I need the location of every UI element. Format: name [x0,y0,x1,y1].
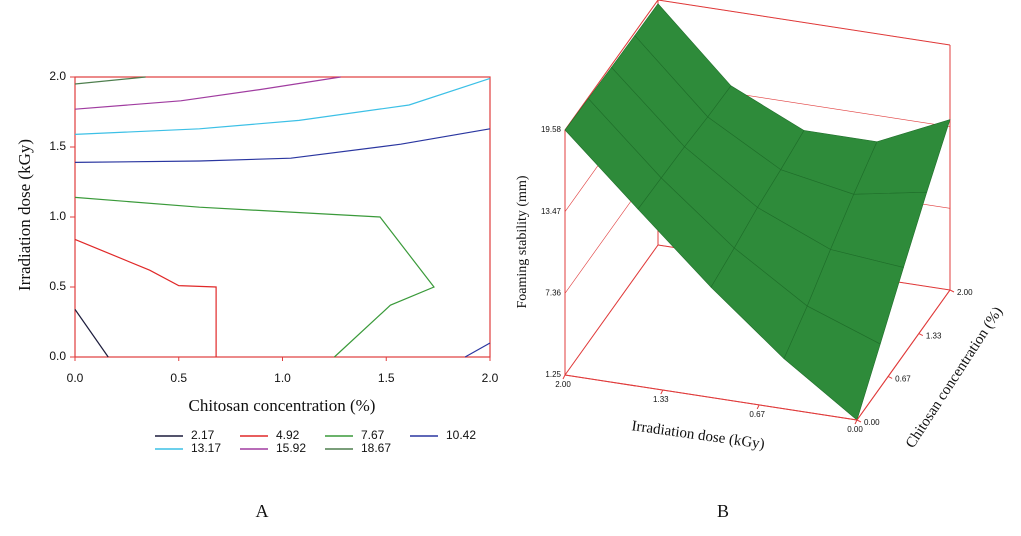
x-tick-label: 0.0 [67,371,84,385]
legend-label: 4.92 [276,428,300,442]
y-tick-label: 1.5 [49,139,66,153]
legend-label: 15.92 [276,441,306,455]
legend-label: 2.17 [191,428,215,442]
x-tick-label: 2.0 [482,371,499,385]
x-tick-label: 2.00 [555,380,571,389]
x-tick-label: 0.00 [847,425,863,434]
x-tick-label: 0.5 [170,371,187,385]
x-tick [854,419,858,425]
surface-patch [783,305,881,421]
contour-line [464,342,491,358]
x-tick [756,404,760,410]
contour-line [74,77,491,135]
y-axis-label: Chitosan concentration (%) [903,304,1006,451]
panel-label: A [256,501,269,521]
x-tick-label: 1.33 [653,395,669,404]
y-tick-label: 1.33 [926,332,942,341]
grid-line [564,0,951,131]
y-tick-label: 0.67 [895,375,911,384]
y-tick-label: 0.00 [864,418,880,427]
y-tick-label: 1.0 [49,209,66,223]
contour-line [74,128,491,163]
y-tick [918,333,924,336]
plot-frame [74,76,491,358]
floor-edge [856,289,951,421]
contour-line [74,76,341,110]
y-tick [887,376,893,379]
z-tick-label: 1.25 [545,370,561,379]
z-tick-label: 19.58 [541,125,562,134]
y-tick-label: 2.0 [49,69,66,83]
floor-edge [564,374,858,421]
legend-label: 18.67 [361,441,391,455]
y-tick-label: 0.5 [49,279,66,293]
y-axis-label: Irradiation dose (kGy) [15,139,34,291]
y-tick [949,289,955,293]
x-axis-label: Chitosan concentration (%) [189,396,376,415]
x-tick [562,374,566,380]
legend-label: 7.67 [361,428,385,442]
contour-line [74,238,217,357]
legend-label: 10.42 [446,428,476,442]
z-axis-label: Foaming stability (mm) [515,175,530,308]
y-tick [856,419,862,423]
contour-line [74,196,435,358]
y-tick-label: 0.0 [49,349,66,363]
contour-line [74,309,109,358]
x-tick [660,389,664,395]
x-axis-label: Irradiation dose (kGy) [631,418,766,453]
y-tick-label: 2.00 [957,288,973,297]
legend-label: 13.17 [191,441,221,455]
contour-line [74,76,146,85]
panel-label: B [717,501,729,521]
x-tick-label: 0.67 [749,410,765,419]
x-tick-label: 1.0 [274,371,291,385]
z-tick-label: 7.36 [545,288,561,297]
x-tick-label: 1.5 [378,371,395,385]
z-tick-label: 13.47 [541,207,562,216]
